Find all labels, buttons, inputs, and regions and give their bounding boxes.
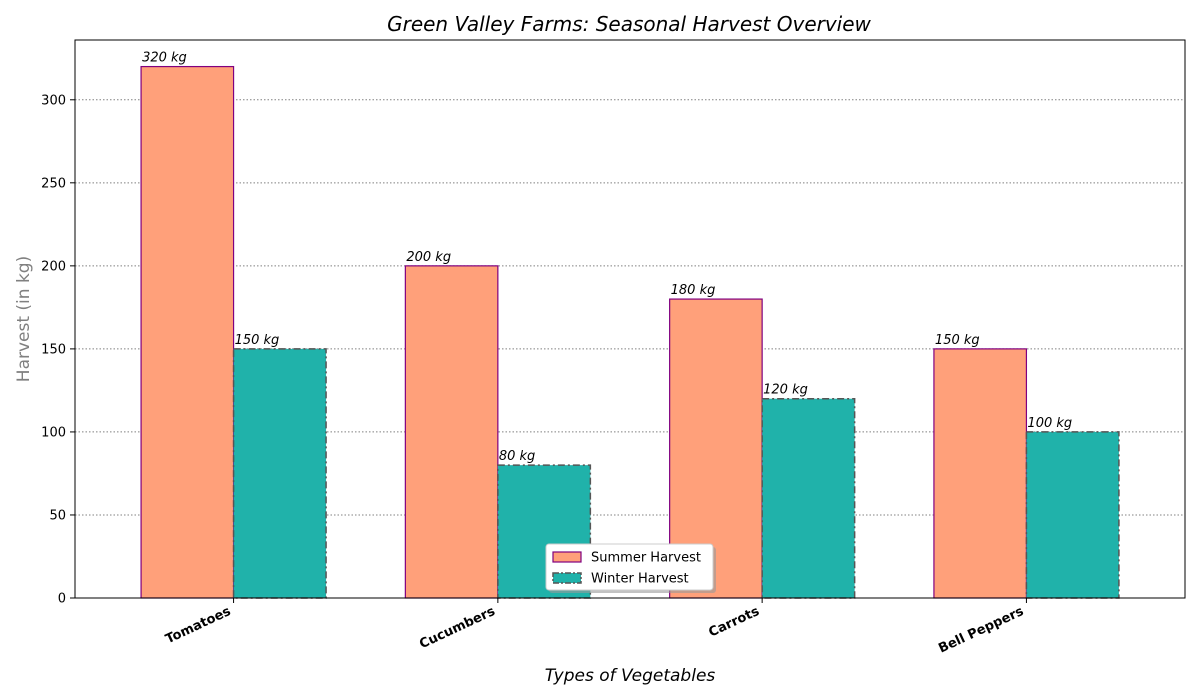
data-label: 80 kg: [499, 449, 535, 464]
legend-swatch: [552, 572, 582, 584]
data-label: 320 kg: [142, 51, 187, 66]
legend-label: Winter Harvest: [591, 572, 689, 587]
data-label: 180 kg: [671, 283, 716, 298]
x-axis-ticks: Tomatoes Cucumbers Carrots Bell Peppers: [163, 598, 1027, 657]
y-axis-ticks: 0 50 100 150 200 250 300: [41, 93, 75, 607]
y-tick-label: 250: [41, 176, 66, 191]
bars: [140, 65, 1120, 599]
y-tick-label: 150: [41, 342, 66, 357]
plot-frame: [74, 39, 1186, 599]
data-label: 150 kg: [235, 333, 280, 348]
y-tick-label: 0: [58, 592, 66, 607]
data-label: 120 kg: [763, 383, 808, 398]
bar-winter-cucumbers: [497, 464, 592, 599]
data-label: 150 kg: [935, 333, 980, 348]
bar-summer-tomatoes: [140, 65, 235, 599]
x-tick-label: Cucumbers: [417, 604, 498, 652]
legend-label: Summer Harvest: [591, 551, 701, 566]
legend: Summer Harvest Winter Harvest: [545, 543, 716, 593]
y-tick-label: 200: [41, 259, 66, 274]
chart-title: Green Valley Farms: Seasonal Harvest Ove…: [387, 12, 871, 36]
x-tick-label: Tomatoes: [163, 604, 233, 647]
y-axis-label: Harvest (in kg): [14, 256, 34, 382]
bar-summer-cucumbers: [404, 265, 499, 599]
bar-winter-bell-peppers: [1025, 431, 1120, 599]
legend-box: [545, 543, 714, 591]
data-label: 200 kg: [406, 250, 451, 265]
legend-swatch: [552, 551, 582, 563]
y-tick-label: 300: [41, 93, 66, 108]
bar-summer-bell-peppers: [933, 348, 1028, 599]
data-label: 100 kg: [1027, 416, 1072, 431]
y-tick-label: 50: [49, 508, 66, 523]
bar-winter-tomatoes: [232, 348, 327, 599]
bar-winter-carrots: [761, 397, 856, 599]
y-tick-label: 100: [41, 425, 66, 440]
x-axis-label: Types of Vegetables: [545, 666, 716, 686]
x-tick-label: Carrots: [707, 604, 763, 641]
data-labels: 320 kg 200 kg 180 kg 150 kg 150 kg 80 kg 120 k…: [142, 51, 1072, 465]
x-tick-label: Bell Peppers: [936, 604, 1026, 657]
